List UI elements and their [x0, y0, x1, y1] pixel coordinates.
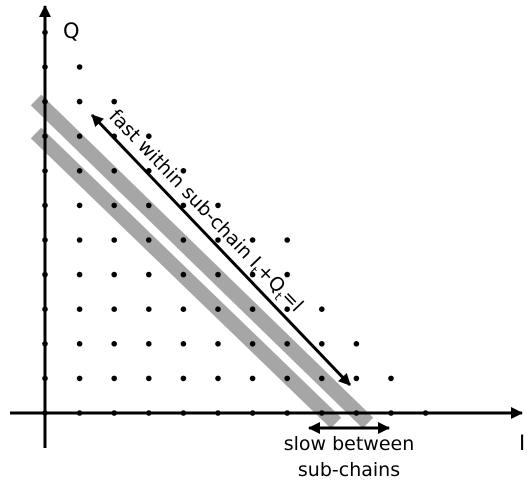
state-dot	[180, 341, 187, 347]
state-dot	[111, 237, 117, 243]
slow-label-line1: slow between	[284, 433, 415, 455]
state-dot	[388, 375, 394, 382]
state-dot	[111, 98, 117, 105]
state-dot	[76, 202, 83, 209]
state-dot	[180, 375, 187, 382]
state-dot	[111, 341, 117, 347]
state-dot	[146, 237, 152, 243]
state-dot	[76, 64, 83, 70]
state-dot	[284, 237, 291, 243]
state-dot	[76, 133, 83, 139]
state-dot	[353, 375, 360, 382]
state-dot	[146, 341, 152, 347]
state-dot	[76, 271, 83, 278]
state-dot	[215, 306, 221, 313]
state-dot	[249, 341, 256, 347]
state-dot	[319, 341, 325, 347]
fast-arrow	[90, 113, 352, 387]
state-dot	[249, 306, 256, 313]
slow-label-line2: sub-chains	[298, 459, 400, 481]
state-dot	[111, 202, 117, 209]
state-dot	[180, 271, 187, 278]
state-dot	[111, 168, 117, 174]
state-dot	[146, 306, 152, 313]
state-dot	[284, 375, 291, 382]
state-dot	[249, 375, 256, 382]
state-dot	[76, 375, 83, 382]
state-dot	[111, 271, 117, 278]
state-dot	[284, 341, 291, 347]
sub-chain-band-upper	[30, 94, 374, 429]
state-dot	[111, 375, 117, 382]
state-dot	[180, 237, 187, 243]
state-dot	[76, 341, 83, 347]
state-dot	[76, 168, 83, 174]
state-dot	[146, 375, 152, 382]
state-dot	[76, 98, 83, 105]
state-dot	[76, 306, 83, 313]
state-dot	[180, 306, 187, 313]
state-dot	[111, 306, 117, 313]
x-axis-label: I	[519, 431, 525, 455]
state-dot	[353, 341, 360, 347]
state-lattice	[42, 29, 429, 416]
state-dot	[76, 237, 83, 243]
state-dot	[146, 271, 152, 278]
state-dot	[319, 306, 325, 313]
state-dot	[215, 341, 221, 347]
state-dot	[215, 375, 221, 382]
state-dot	[215, 271, 221, 278]
state-dot	[319, 375, 325, 382]
y-axis-label: Q	[63, 19, 80, 43]
state-dot	[146, 202, 152, 209]
